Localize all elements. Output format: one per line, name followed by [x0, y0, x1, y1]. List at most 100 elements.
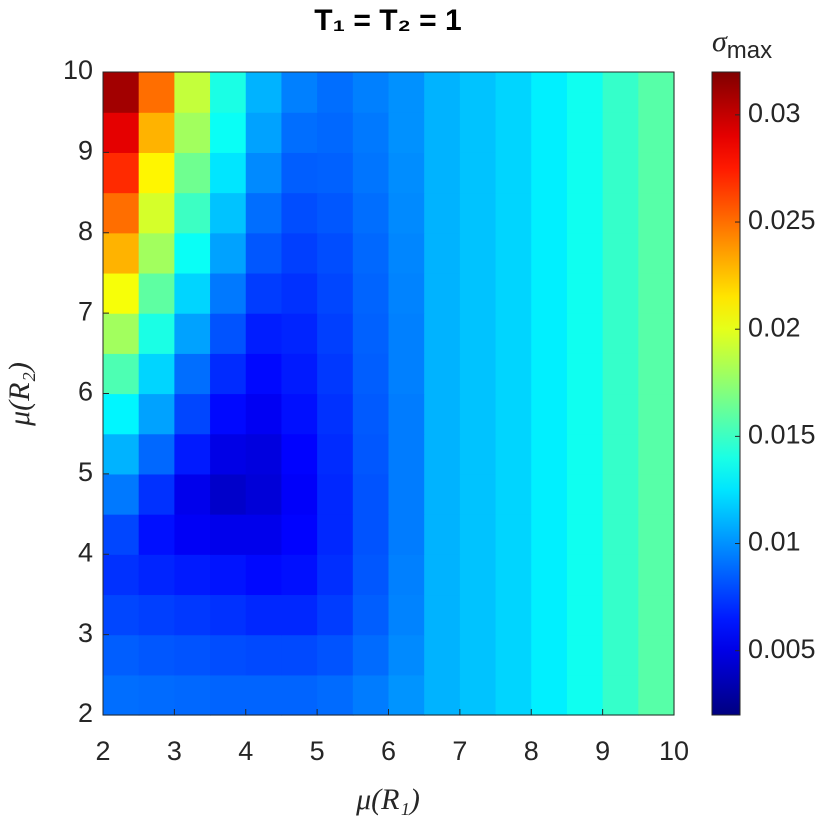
heat-cell	[281, 514, 318, 555]
heat-cell	[566, 272, 604, 314]
heat-cell	[245, 112, 283, 153]
heat-cell	[638, 393, 675, 435]
heat-cell	[103, 514, 140, 555]
heat-cell	[317, 272, 354, 314]
heat-cell	[245, 232, 283, 274]
heat-cell	[495, 192, 532, 234]
heat-cell	[210, 674, 247, 716]
heat-cell	[459, 634, 497, 676]
colorbar-symbol: σ	[712, 25, 728, 58]
heat-cell	[388, 232, 425, 274]
heat-cell	[459, 473, 497, 515]
heat-cell	[281, 473, 318, 515]
x-tick-label: 10	[659, 736, 689, 766]
heat-cell	[424, 674, 461, 716]
heat-cell	[352, 232, 390, 274]
heat-cell	[352, 192, 390, 234]
heat-cell	[352, 634, 390, 676]
y-tick-label: 6	[78, 377, 93, 407]
heat-cell	[138, 594, 175, 636]
heat-cell	[531, 272, 568, 314]
heat-cell	[602, 514, 639, 555]
colorbar-tick-label: 0.015	[748, 419, 816, 449]
heat-cell	[495, 473, 532, 515]
heat-cell	[138, 353, 175, 395]
heat-cell	[210, 152, 247, 194]
y-tick-label: 3	[78, 618, 93, 648]
heat-cell	[245, 192, 283, 234]
heat-cell	[531, 112, 568, 153]
heat-cell	[602, 594, 639, 636]
heat-cell	[352, 594, 390, 636]
heat-cell	[424, 72, 461, 113]
heat-cell	[638, 353, 675, 395]
heat-cell	[103, 272, 140, 314]
heat-cell	[424, 634, 461, 676]
heat-cell	[388, 393, 425, 435]
x-tick-label: 8	[524, 736, 539, 766]
heat-cell	[602, 393, 639, 435]
heat-cell	[317, 554, 354, 596]
heat-cell	[138, 473, 175, 515]
heat-cell	[602, 433, 639, 475]
heat-cell	[424, 473, 461, 515]
heat-cell	[317, 393, 354, 435]
heat-cell	[317, 192, 354, 234]
heat-cell	[459, 152, 497, 194]
heat-cell	[602, 72, 639, 113]
heat-cell	[210, 192, 247, 234]
heat-cell	[138, 112, 175, 153]
heat-cell	[531, 634, 568, 676]
heat-cell	[495, 594, 532, 636]
heat-cell	[388, 353, 425, 395]
heat-cell	[495, 554, 532, 596]
heat-cell	[317, 112, 354, 153]
heat-cell	[281, 192, 318, 234]
heat-cell	[459, 232, 497, 274]
heat-cell	[210, 393, 247, 435]
y-tick-label: 2	[78, 698, 93, 728]
heat-cell	[424, 192, 461, 234]
heat-cell	[210, 634, 247, 676]
heat-cell	[566, 514, 604, 555]
heat-cell	[245, 152, 283, 194]
heat-cell	[317, 313, 354, 354]
heat-cell	[281, 112, 318, 153]
heat-cell	[388, 112, 425, 153]
heat-cell	[459, 112, 497, 153]
heat-cell	[459, 514, 497, 555]
heat-cell	[566, 634, 604, 676]
heat-cell	[566, 313, 604, 354]
heat-cell	[495, 272, 532, 314]
heat-cell	[638, 313, 675, 354]
heat-cell	[638, 272, 675, 314]
heat-cell	[638, 72, 675, 113]
heat-cell	[352, 674, 390, 716]
heat-cell	[352, 72, 390, 113]
colorbar-subscript: max	[727, 37, 772, 64]
heat-cell	[638, 473, 675, 515]
heat-cell	[566, 152, 604, 194]
heat-cell	[138, 433, 175, 475]
heat-cell	[245, 72, 283, 113]
x-tick-label: 9	[595, 736, 610, 766]
heat-cell	[388, 72, 425, 113]
heat-cell	[103, 393, 140, 435]
heat-cell	[459, 674, 497, 716]
heat-cell	[103, 433, 140, 475]
heat-cell	[352, 112, 390, 153]
heat-cell	[531, 674, 568, 716]
heat-cell	[459, 554, 497, 596]
heat-cell	[459, 272, 497, 314]
heat-cell	[566, 554, 604, 596]
heat-cell	[424, 112, 461, 153]
heat-cell	[317, 353, 354, 395]
heat-cell	[566, 72, 604, 113]
heat-cell	[602, 353, 639, 395]
heat-cell	[138, 514, 175, 555]
heat-cell	[138, 634, 175, 676]
heat-cell	[281, 674, 318, 716]
heat-cell	[352, 554, 390, 596]
heat-cell	[281, 594, 318, 636]
heat-cell	[566, 353, 604, 395]
